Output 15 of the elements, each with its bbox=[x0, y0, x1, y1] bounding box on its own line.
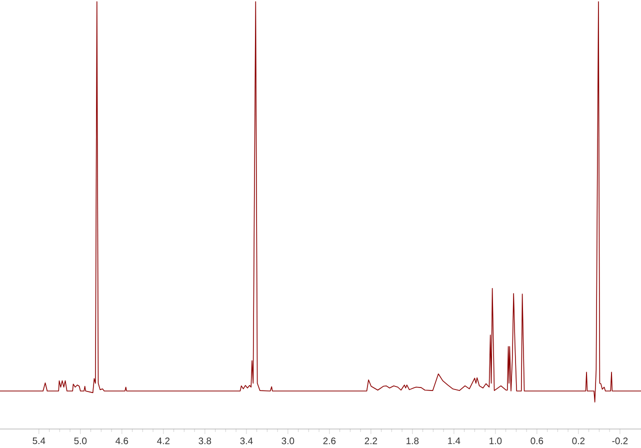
x-tick-label: 1.8 bbox=[406, 438, 419, 444]
x-tick-label: 2.6 bbox=[323, 438, 336, 444]
x-tick-label: 0.2 bbox=[572, 438, 585, 444]
x-tick-label: 3.8 bbox=[198, 438, 212, 444]
x-tick-label: 3.4 bbox=[240, 438, 253, 444]
x-tick-label: 1.4 bbox=[448, 438, 460, 444]
x-tick-label: 3.0 bbox=[282, 438, 294, 444]
x-tick-label: 5.4 bbox=[32, 438, 46, 444]
x-tick-label: 1.0 bbox=[490, 438, 502, 444]
x-tick-label: 0.6 bbox=[530, 438, 544, 444]
x-tick-label: 2.2 bbox=[364, 438, 378, 444]
x-tick-label: 5.0 bbox=[74, 438, 87, 444]
x-tick-label: -0.2 bbox=[612, 438, 628, 444]
x-tick-label: 4.2 bbox=[157, 438, 170, 444]
x-tick-label: 4.6 bbox=[116, 438, 128, 444]
